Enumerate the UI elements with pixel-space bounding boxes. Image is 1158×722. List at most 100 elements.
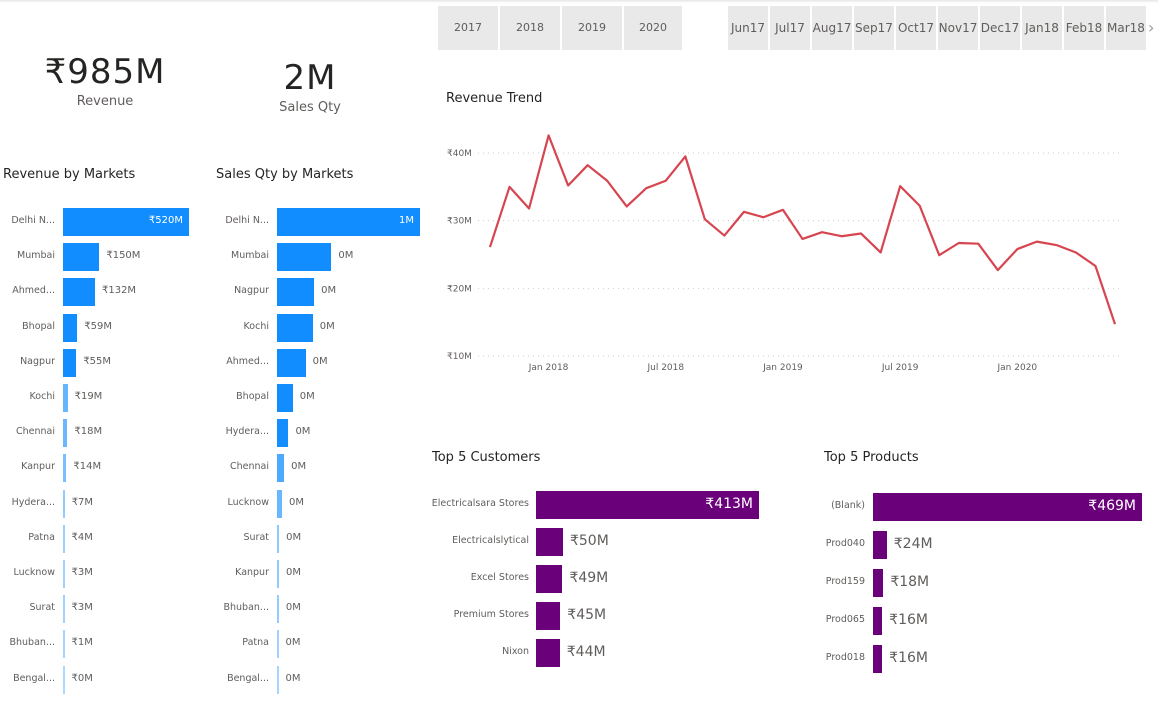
data-point[interactable] [1092,263,1098,269]
month-slicer-item[interactable]: Jul 17 [770,6,810,50]
bar[interactable] [63,560,65,588]
revenue-trend-title: Revenue Trend [446,91,543,106]
bar[interactable] [63,243,100,272]
year-slicer-2020[interactable]: 2020 [624,6,682,50]
month-slicer-item[interactable]: Jan 18 [1022,6,1062,50]
data-point[interactable] [956,240,962,246]
data-point[interactable] [507,184,513,190]
bar[interactable] [277,560,279,588]
bar[interactable] [63,419,68,448]
data-point[interactable] [741,209,747,215]
data-point[interactable] [663,178,669,184]
month-slicer-item[interactable]: Mar 18 [1106,6,1146,50]
data-label: 0M [338,250,354,262]
bar[interactable] [277,278,315,307]
bar[interactable] [277,595,279,624]
bar[interactable] [63,278,95,307]
category-label: Kanpur [235,567,269,578]
data-point[interactable] [917,203,923,209]
bar[interactable] [277,489,282,518]
data-point[interactable] [565,182,571,188]
bar[interactable] [277,208,420,236]
bar[interactable] [277,454,285,483]
data-point[interactable] [1053,242,1059,248]
year-slicer-2018[interactable]: 2018 [500,6,560,50]
bar[interactable] [873,569,884,597]
year-slicer-2017[interactable]: 2017 [438,6,498,50]
data-point[interactable] [878,249,884,255]
bar[interactable] [63,595,65,624]
category-label: Nagpur [20,355,55,367]
bar[interactable] [536,491,759,519]
bar[interactable] [277,630,279,659]
data-point[interactable] [702,216,708,222]
category-label: Bhopal [236,391,269,402]
bar[interactable] [63,665,65,694]
bar[interactable] [277,243,332,272]
bar[interactable] [63,384,68,412]
month-slicer-item[interactable]: Jun 17 [728,6,768,50]
bar[interactable] [277,524,280,553]
bar[interactable] [536,639,560,667]
bar[interactable] [277,419,289,448]
month-slicer-item[interactable]: Sep 17 [854,6,894,50]
data-point[interactable] [780,207,786,213]
data-point[interactable] [995,267,1001,273]
data-point[interactable] [546,132,552,138]
data-label: 0M [285,637,301,649]
bar[interactable] [873,645,883,673]
bar[interactable] [536,565,563,593]
data-point[interactable] [975,241,981,247]
bar[interactable] [873,493,1142,521]
data-point[interactable] [1014,246,1020,252]
bar[interactable] [536,528,563,556]
bar[interactable] [63,348,77,377]
data-point[interactable] [819,229,825,235]
bar[interactable] [63,524,65,553]
month-slicer-item[interactable]: Nov 17 [938,6,978,50]
category-label: Prod040 [825,538,865,549]
month-slicer-item[interactable]: Feb 18 [1064,6,1104,50]
year-slicer-2019[interactable]: 2019 [562,6,622,50]
bar[interactable] [63,489,65,518]
month-slicer-item[interactable]: Aug 17 [812,6,852,50]
data-point[interactable] [682,153,688,159]
year-label: 18 [1086,21,1103,35]
data-label: ₹16M [889,650,928,666]
data-point[interactable] [585,162,591,168]
month-slicer-item[interactable]: Dec 17 [980,6,1020,50]
data-point[interactable] [858,231,864,237]
y-tick-label: ₹30M [447,217,472,227]
data-point[interactable] [1112,321,1118,327]
bar[interactable] [63,313,78,342]
bar[interactable] [277,665,279,694]
data-label: ₹7M [71,496,94,508]
bar[interactable] [63,630,65,659]
data-point[interactable] [897,183,903,189]
bar[interactable] [873,607,883,635]
bar[interactable] [277,313,313,342]
bar[interactable] [277,384,293,412]
data-point[interactable] [839,233,845,239]
data-label: ₹0M [71,672,93,684]
revenue-line[interactable] [488,134,1117,325]
bar[interactable] [63,208,189,236]
data-point[interactable] [760,214,766,220]
chevron-right-icon[interactable]: › [1148,18,1155,37]
data-point[interactable] [1034,239,1040,245]
data-point[interactable] [604,178,610,184]
month-slicer-item[interactable]: Oct 17 [896,6,936,50]
data-point[interactable] [643,185,649,191]
data-point[interactable] [526,205,532,211]
bar[interactable] [63,454,67,483]
bar[interactable] [277,348,306,377]
bar[interactable] [536,602,561,630]
data-point[interactable] [721,233,727,239]
data-point[interactable] [936,252,942,258]
data-label: 0M [289,496,304,508]
data-point[interactable] [487,244,493,250]
data-point[interactable] [1073,249,1079,255]
bar[interactable] [873,531,887,559]
data-point[interactable] [800,236,806,242]
data-point[interactable] [624,203,630,209]
